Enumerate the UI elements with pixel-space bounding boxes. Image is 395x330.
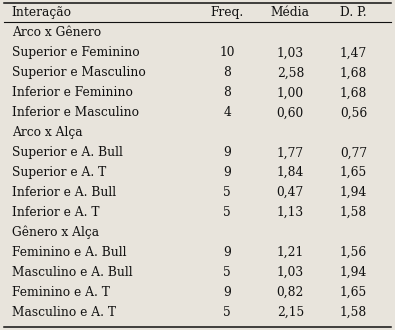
Text: 0,56: 0,56 [340,106,367,119]
Text: Masculino e A. Bull: Masculino e A. Bull [12,266,132,279]
Text: 1,94: 1,94 [340,186,367,199]
Text: Arco x Alça: Arco x Alça [12,126,83,139]
Text: Média: Média [271,6,310,19]
Text: 2,15: 2,15 [277,306,304,319]
Text: 0,47: 0,47 [277,186,304,199]
Text: Masculino e A. T: Masculino e A. T [12,306,116,319]
Text: 2,58: 2,58 [276,66,304,80]
Text: 1,94: 1,94 [340,266,367,279]
Text: Inferior e A. T: Inferior e A. T [12,206,100,219]
Text: Gênero x Alça: Gênero x Alça [12,226,99,239]
Text: 1,21: 1,21 [277,246,304,259]
Text: 0,82: 0,82 [276,286,304,299]
Text: Superior e A. Bull: Superior e A. Bull [12,146,123,159]
Text: 5: 5 [223,306,231,319]
Text: 1,13: 1,13 [277,206,304,219]
Text: 5: 5 [223,206,231,219]
Text: Superior e A. T: Superior e A. T [12,166,106,179]
Text: 8: 8 [223,86,231,99]
Text: 1,68: 1,68 [340,66,367,80]
Text: 8: 8 [223,66,231,80]
Text: 5: 5 [223,186,231,199]
Text: Feminino e A. T: Feminino e A. T [12,286,110,299]
Text: 1,58: 1,58 [340,306,367,319]
Text: 5: 5 [223,266,231,279]
Text: 1,84: 1,84 [276,166,304,179]
Text: Feminino e A. Bull: Feminino e A. Bull [12,246,126,259]
Text: Superior e Feminino: Superior e Feminino [12,47,139,59]
Text: Superior e Masculino: Superior e Masculino [12,66,146,80]
Text: D. P.: D. P. [340,6,367,19]
Text: 1,65: 1,65 [340,286,367,299]
Text: 9: 9 [223,286,231,299]
Text: 0,77: 0,77 [340,146,367,159]
Text: 1,47: 1,47 [340,47,367,59]
Text: 4: 4 [223,106,231,119]
Text: 9: 9 [223,246,231,259]
Text: 9: 9 [223,166,231,179]
Text: Interação: Interação [12,6,72,19]
Text: Inferior e A. Bull: Inferior e A. Bull [12,186,116,199]
Text: 1,77: 1,77 [277,146,304,159]
Text: Inferior e Feminino: Inferior e Feminino [12,86,133,99]
Text: Arco x Gênero: Arco x Gênero [12,26,101,40]
Text: 0,60: 0,60 [277,106,304,119]
Text: 1,65: 1,65 [340,166,367,179]
Text: 1,58: 1,58 [340,206,367,219]
Text: 1,03: 1,03 [277,266,304,279]
Text: 9: 9 [223,146,231,159]
Text: Freq.: Freq. [211,6,244,19]
Text: 1,03: 1,03 [277,47,304,59]
Text: 1,68: 1,68 [340,86,367,99]
Text: 1,56: 1,56 [340,246,367,259]
Text: 1,00: 1,00 [277,86,304,99]
Text: 10: 10 [219,47,235,59]
Text: Inferior e Masculino: Inferior e Masculino [12,106,139,119]
